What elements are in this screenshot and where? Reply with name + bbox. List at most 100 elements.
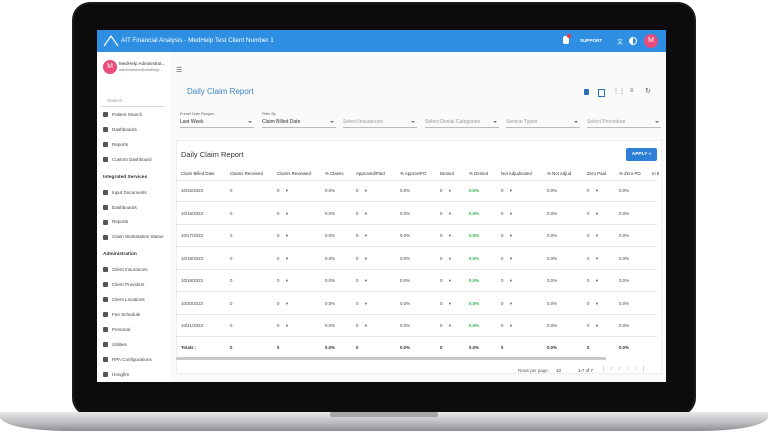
- side-section-title: Integrated Services: [103, 174, 148, 180]
- table-cell: 0.0%: [619, 278, 630, 283]
- refresh-icon[interactable]: ↻: [645, 88, 651, 95]
- totals-cell: 0: [230, 345, 233, 350]
- table-cell: 10/20/2023: [181, 300, 203, 306]
- support-menu[interactable]: SUPPORT: [580, 38, 603, 43]
- filter-field[interactable]: Select Denial Categories: [425, 110, 499, 128]
- rows-per-page-value[interactable]: 10: [556, 368, 561, 373]
- table-cell: 0: [501, 278, 512, 284]
- side-label: Client Insurances: [112, 267, 148, 273]
- table-cell: 0.0%: [547, 323, 558, 328]
- table-cell: 0.0%: [325, 278, 336, 283]
- side-item[interactable]: Client Providers: [103, 282, 145, 288]
- side-label: Dashboards: [112, 204, 137, 210]
- table-cell: 0.0%: [619, 300, 630, 306]
- apply-label: APPLY: [631, 152, 648, 157]
- side-item[interactable]: Custom Dashboard: [103, 157, 152, 162]
- apply-button[interactable]: APPLY »: [626, 148, 657, 161]
- filter-field[interactable]: Select Insurances: [343, 110, 417, 128]
- table-cell: 10/17/2023: [181, 233, 203, 238]
- side-item[interactable]: Dashboards: [103, 127, 137, 133]
- filter-value: Claim Billed Date: [262, 119, 301, 125]
- sidebar: M MedHelp Administrat... administrator@m…: [97, 52, 171, 382]
- side-item[interactable]: Client Insurances: [103, 267, 148, 273]
- totals-cell: 0.0%: [325, 345, 336, 350]
- table-cell: 0: [230, 300, 233, 306]
- column-header: Zero Paid: [587, 171, 607, 176]
- filter-field[interactable]: Select Procedure: [587, 110, 661, 128]
- export-icon[interactable]: [584, 89, 589, 95]
- column-header: % Approv/PO: [400, 171, 427, 176]
- side-item[interactable]: Fee Schedule: [103, 312, 140, 318]
- filter-icon[interactable]: ≡: [630, 88, 634, 94]
- table-cell: 0: [587, 278, 598, 284]
- theme-toggle[interactable]: [629, 37, 637, 45]
- page-range: 1-7 of 7: [578, 368, 593, 373]
- pagination-arrows[interactable]: |‹‹››|: [603, 366, 651, 372]
- totals-cell: Totals :: [181, 345, 197, 350]
- table-cell: 10/21/2023: [181, 323, 203, 328]
- table-cell: 0.0%: [547, 210, 558, 216]
- side-item[interactable]: Input Documents: [103, 190, 147, 195]
- side-icon: [103, 327, 108, 333]
- filter-placeholder: Select Procedure: [587, 119, 626, 125]
- table-cell: 0: [230, 323, 233, 328]
- table-cell: 0.0%: [619, 323, 630, 328]
- table-cell: 0.0%: [400, 300, 411, 306]
- side-label: Input Documents: [112, 189, 147, 195]
- side-item[interactable]: Reports: [103, 219, 128, 225]
- side-item[interactable]: Patient Search: [103, 112, 143, 118]
- table-cell: 0.0%: [619, 188, 630, 193]
- notification-icon[interactable]: [563, 36, 569, 44]
- side-icon: [103, 341, 108, 347]
- side-item[interactable]: Client Locations: [103, 297, 145, 303]
- side-item[interactable]: Reports: [103, 142, 128, 148]
- side-item[interactable]: Personal: [103, 326, 131, 333]
- side-label: Patient Search: [112, 112, 143, 117]
- side-item[interactable]: Hongfire: [103, 372, 129, 377]
- filter-field[interactable]: Filter By Claim Billed Date: [262, 110, 336, 128]
- side-label: Custom Dashboard: [112, 156, 152, 162]
- table-cell: 0.0%: [400, 255, 411, 261]
- table-cell: 10/16/2023: [181, 210, 203, 216]
- table-cell: 0: [440, 301, 451, 307]
- column-header: % Not Adjud: [547, 171, 572, 176]
- side-icon: [103, 112, 108, 118]
- table-cell: 0: [277, 233, 288, 239]
- side-label: Personal: [112, 326, 131, 332]
- table-cell: 0: [230, 255, 233, 261]
- table-cell: 0: [230, 278, 233, 283]
- menu-toggle[interactable]: ☰: [176, 67, 183, 74]
- side-label: Utilities: [112, 341, 127, 347]
- side-label: Claim Workstation Status: [112, 234, 164, 240]
- calendar-icon[interactable]: [598, 89, 605, 97]
- side-item[interactable]: RPA Configurations: [103, 357, 152, 362]
- table-cell: 0: [587, 256, 598, 262]
- table-cell: 0.0%: [400, 210, 411, 216]
- scrollbar[interactable]: [176, 357, 606, 360]
- side-item[interactable]: Claim Workstation Status: [103, 234, 164, 240]
- table-cell: 0.0%: [469, 278, 480, 283]
- totals-cell: 0: [440, 345, 443, 350]
- side-label: Client Locations: [112, 297, 145, 302]
- translate-icon[interactable]: 文: [617, 40, 624, 46]
- filter-field[interactable]: Preset Date Ranges Last Week: [180, 110, 254, 128]
- table-cell: 0: [440, 233, 451, 239]
- row-divider: [176, 246, 657, 247]
- filter-field[interactable]: Service Types: [506, 110, 580, 128]
- side-item[interactable]: Dashboards: [103, 205, 137, 210]
- user-email: administrator@medhelp...: [119, 68, 163, 72]
- table-cell: 0: [587, 233, 598, 239]
- filter-placeholder: Select Insurances: [343, 119, 383, 125]
- side-icon: [103, 219, 108, 225]
- side-label: Client Providers: [112, 282, 145, 288]
- user-avatar[interactable]: M: [644, 34, 658, 48]
- search-box[interactable]: Search: [101, 97, 165, 107]
- table-cell: 0.0%: [325, 300, 336, 306]
- table-cell: 0: [440, 323, 451, 329]
- column-header: % Denied: [469, 171, 489, 176]
- columns-icon[interactable]: ⋮⋮: [613, 89, 625, 95]
- side-item[interactable]: Utilities: [103, 342, 127, 347]
- table-cell: 0.0%: [325, 255, 336, 261]
- table-cell: 0.0%: [469, 233, 480, 238]
